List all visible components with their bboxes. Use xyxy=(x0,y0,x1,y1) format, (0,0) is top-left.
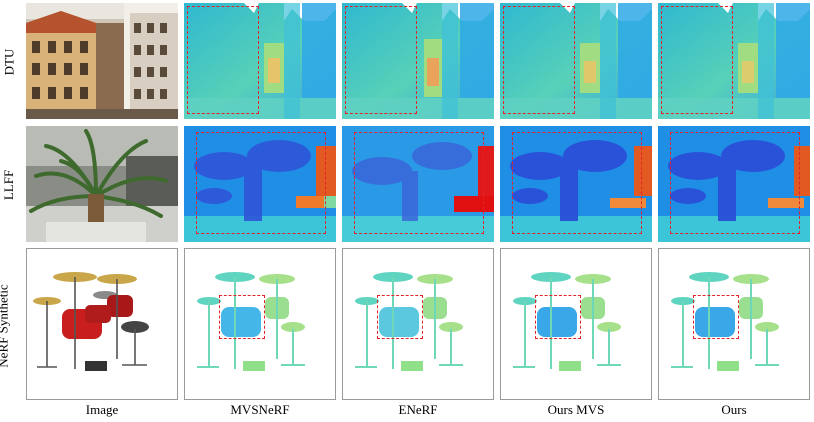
dtu-image xyxy=(26,3,178,119)
nerf-synthetic-enerf-depth xyxy=(342,248,494,400)
llff-enerf-depth xyxy=(342,126,494,242)
highlight-box xyxy=(196,132,326,234)
nerf-synthetic-ours-mvs-depth xyxy=(500,248,652,400)
highlight-box xyxy=(503,6,575,114)
llff-image xyxy=(26,126,178,242)
column-label-ours: Ours xyxy=(721,402,747,417)
highlight-box xyxy=(512,132,642,234)
column-label-enerf: ENeRF xyxy=(398,402,438,417)
highlight-box xyxy=(354,132,484,234)
dtu-mvsnerf-depth xyxy=(184,3,336,119)
column-label-image: Image xyxy=(85,402,119,417)
nerf-synthetic-ours-depth xyxy=(658,248,810,400)
column-label-mvsnerf: MVSNeRF xyxy=(230,402,290,417)
row-label-dtu: DTU xyxy=(1,48,17,76)
column-label-ours-mvs: Ours MVS xyxy=(547,402,605,417)
highlight-box xyxy=(693,295,739,339)
highlight-box xyxy=(377,295,423,339)
row-label-llff: LLFF xyxy=(1,169,17,201)
row-label-nerf-synthetic: NeRF Synthetic xyxy=(0,284,11,368)
nerf-synthetic-image xyxy=(26,248,178,400)
highlight-box xyxy=(661,6,733,114)
llff-ours-depth xyxy=(658,126,810,242)
dtu-enerf-depth xyxy=(342,3,494,119)
highlight-box xyxy=(345,6,417,114)
highlight-box xyxy=(187,6,259,114)
dtu-ours-depth xyxy=(658,3,810,119)
llff-ours-mvs-depth xyxy=(500,126,652,242)
highlight-box xyxy=(535,295,581,339)
highlight-box xyxy=(670,132,800,234)
dtu-ours-mvs-depth xyxy=(500,3,652,119)
highlight-box xyxy=(219,295,265,339)
llff-mvsnerf-depth xyxy=(184,126,336,242)
nerf-synthetic-mvsnerf-depth xyxy=(184,248,336,400)
